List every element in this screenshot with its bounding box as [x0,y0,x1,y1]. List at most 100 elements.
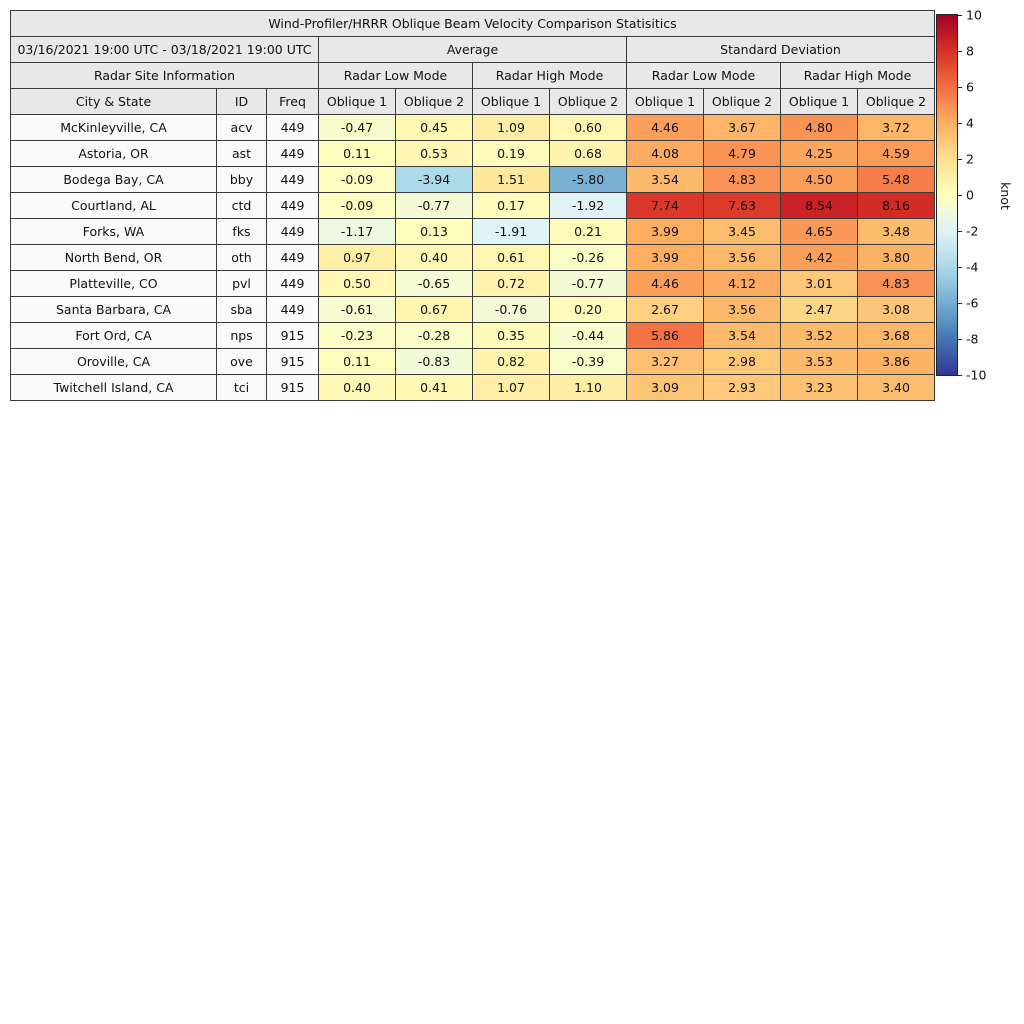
value-cell: 2.93 [703,374,781,401]
column-header-row: City & State ID Freq Oblique 1 Oblique 2… [10,88,935,115]
freq-cell: 449 [266,296,319,323]
value-cell: 3.99 [626,244,704,271]
col-header-oblique2: Oblique 2 [549,88,627,115]
site-id-cell: ove [216,348,267,375]
site-id-cell: nps [216,322,267,349]
table-row: Courtland, AL ctd 449 -0.09 -0.77 0.17 -1.92 7.… [10,192,935,219]
site-id-cell: fks [216,218,267,245]
value-cell: 0.82 [472,348,550,375]
table-row: Bodega Bay, CA bby 449 -0.09 -3.94 1.51 -5.80 3… [10,166,935,193]
value-cell: 3.40 [857,374,935,401]
value-cell: -0.39 [549,348,627,375]
value-cell: -0.44 [549,322,627,349]
city-state-cell: Bodega Bay, CA [10,166,217,193]
group-header-avg-high-mode: Radar High Mode [472,62,627,89]
colorbar-unit-label: knot [998,182,1013,210]
value-cell: 4.46 [626,114,704,141]
table-row: Santa Barbara, CA sba 449 -0.61 0.67 -0.76 0.2… [10,296,935,323]
site-id-cell: ctd [216,192,267,219]
value-cell: 8.54 [780,192,858,219]
value-cell: 4.42 [780,244,858,271]
value-cell: -0.26 [549,244,627,271]
value-cell: 3.67 [703,114,781,141]
city-state-cell: Fort Ord, CA [10,322,217,349]
group-header-standard-deviation: Standard Deviation [626,36,935,63]
value-cell: 0.11 [318,348,396,375]
colorbar-tick-label: 8 [966,43,974,59]
colorbar-tick [958,87,962,88]
value-cell: 4.83 [703,166,781,193]
colorbar-tick-label: -10 [966,367,987,383]
table-row: Twitchell Island, CA tci 915 0.40 0.41 1.07 1.… [10,374,935,401]
value-cell: 4.08 [626,140,704,167]
value-cell: 3.54 [703,322,781,349]
city-state-cell: Oroville, CA [10,348,217,375]
value-cell: 2.98 [703,348,781,375]
table-title: Wind-Profiler/HRRR Oblique Beam Velocity… [10,10,935,37]
value-cell: -1.91 [472,218,550,245]
colorbar-tick-label: -6 [966,295,979,311]
colorbar-tick-label: -4 [966,259,979,275]
group-header-site-info: Radar Site Information [10,62,319,89]
colorbar-tick [958,339,962,340]
value-cell: 0.45 [395,114,473,141]
col-header-freq: Freq [266,88,319,115]
value-cell: 7.74 [626,192,704,219]
colorbar-gradient [936,14,958,376]
table-row: Astoria, OR ast 449 0.11 0.53 0.19 0.68 4.08 4.7… [10,140,935,167]
colorbar-tick-label: 4 [966,115,974,131]
site-id-cell: sba [216,296,267,323]
value-cell: 3.54 [626,166,704,193]
value-cell: 0.19 [472,140,550,167]
value-cell: 0.40 [395,244,473,271]
value-cell: 0.72 [472,270,550,297]
site-id-cell: pvl [216,270,267,297]
value-cell: -0.47 [318,114,396,141]
value-cell: 0.11 [318,140,396,167]
city-state-cell: Astoria, OR [10,140,217,167]
value-cell: 3.08 [857,296,935,323]
value-cell: 3.72 [857,114,935,141]
value-cell: 3.56 [703,296,781,323]
value-cell: 0.61 [472,244,550,271]
freq-cell: 915 [266,322,319,349]
colorbar-tick [958,51,962,52]
value-cell: -0.09 [318,166,396,193]
value-cell: 4.12 [703,270,781,297]
colorbar-tick-label: 10 [966,7,982,23]
freq-cell: 449 [266,270,319,297]
group-header-avg-low-mode: Radar Low Mode [318,62,473,89]
group-header-std-high-mode: Radar High Mode [780,62,935,89]
value-cell: 4.83 [857,270,935,297]
value-cell: 4.65 [780,218,858,245]
value-cell: 3.86 [857,348,935,375]
value-cell: -0.61 [318,296,396,323]
colorbar-tick-label: -2 [966,223,979,239]
table-header: Wind-Profiler/HRRR Oblique Beam Velocity… [10,10,935,115]
table-row: Platteville, CO pvl 449 0.50 -0.65 0.72 -0.77 4… [10,270,935,297]
col-header-oblique1: Oblique 1 [780,88,858,115]
colorbar-tick [958,195,962,196]
site-id-cell: bby [216,166,267,193]
value-cell: 7.63 [703,192,781,219]
value-cell: 0.21 [549,218,627,245]
value-cell: 1.10 [549,374,627,401]
value-cell: 3.48 [857,218,935,245]
value-cell: 2.47 [780,296,858,323]
value-cell: -3.94 [395,166,473,193]
value-cell: 4.46 [626,270,704,297]
freq-cell: 449 [266,114,319,141]
table-row: McKinleyville, CA acv 449 -0.47 0.45 1.09 0.60… [10,114,935,141]
value-cell: 4.50 [780,166,858,193]
value-cell: -0.77 [395,192,473,219]
value-cell: 0.40 [318,374,396,401]
value-cell: 0.97 [318,244,396,271]
col-header-oblique1: Oblique 1 [472,88,550,115]
value-cell: 3.52 [780,322,858,349]
value-cell: 3.45 [703,218,781,245]
value-cell: 3.68 [857,322,935,349]
value-cell: 0.41 [395,374,473,401]
table-row: Fort Ord, CA nps 915 -0.23 -0.28 0.35 -0.44 5.8… [10,322,935,349]
value-cell: -1.92 [549,192,627,219]
freq-cell: 915 [266,374,319,401]
